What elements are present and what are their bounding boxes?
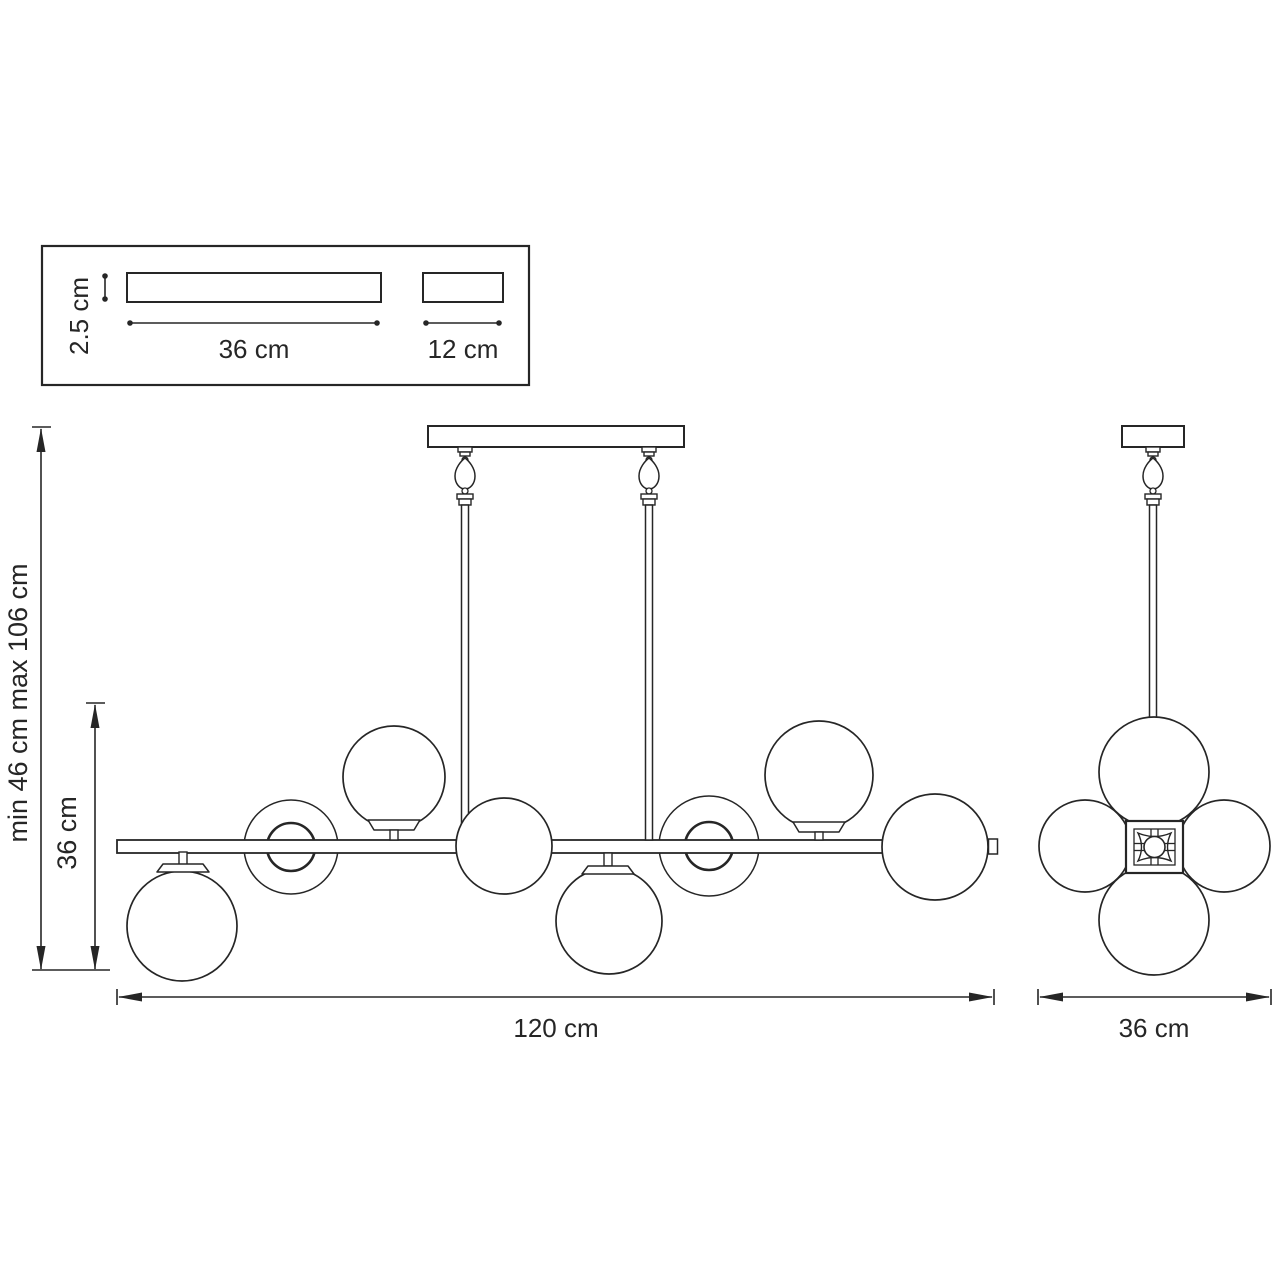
canopy-length-dimension: 36 cm [127,320,380,364]
swivel-connector-right [638,446,660,506]
globe-below-center [555,867,663,975]
suspension-rod-right [644,504,654,841]
overall-length-label: 120 cm [513,1013,598,1043]
globe-mounts [156,819,846,875]
globe-on-bar-right-end [881,793,989,901]
canopy-height-dimension: 2.5 cm [64,273,108,355]
canopy-width-dimension: 12 cm [423,320,502,364]
globe-below-far-left [126,870,238,982]
side-globe-right [1177,799,1271,893]
side-view [1038,425,1271,976]
side-ceiling-plate [1121,425,1185,448]
globe-on-bar-center [455,797,553,895]
bar-end-cap [987,838,999,855]
suspension-height-dimension: min 46 cm max 106 cm [3,426,110,971]
canopy-length-label: 36 cm [219,334,290,364]
fixture-height-dimension: 36 cm [52,702,105,970]
bar-end-profile [1124,819,1185,875]
canopy-plate-side-view [422,272,504,303]
globe-above-left [342,725,446,829]
side-width-label: 36 cm [1119,1013,1190,1043]
canopy-box-frame [40,244,531,387]
side-swivel-connector [1142,446,1164,506]
side-globe-bottom [1098,864,1210,976]
globe-above-right [764,720,874,830]
profile-center-circle [1143,835,1166,859]
canopy-height-label: 2.5 cm [64,277,94,355]
canopy-plate-top-view [126,272,382,303]
suspension-height-label: min 46 cm max 106 cm [3,563,33,842]
front-view [116,425,999,982]
suspension-rod-left [460,504,470,841]
canopy-top-view-box: 2.5 cm 36 cm 12 cm [40,244,531,387]
fixture-height-label: 36 cm [52,796,82,870]
overall-length-dimension: 120 cm [116,989,995,1043]
horizontal-bar [116,839,991,854]
ceiling-plate [427,425,685,448]
canopy-width-label: 12 cm [428,334,499,364]
side-globe-top [1098,716,1210,828]
profile-spokes [1134,829,1175,865]
swivel-connector-left [454,446,476,506]
side-width-dimension: 36 cm [1037,989,1272,1043]
dimensions: min 46 cm max 106 cm 36 cm 120 cm 36 [3,426,1272,1043]
